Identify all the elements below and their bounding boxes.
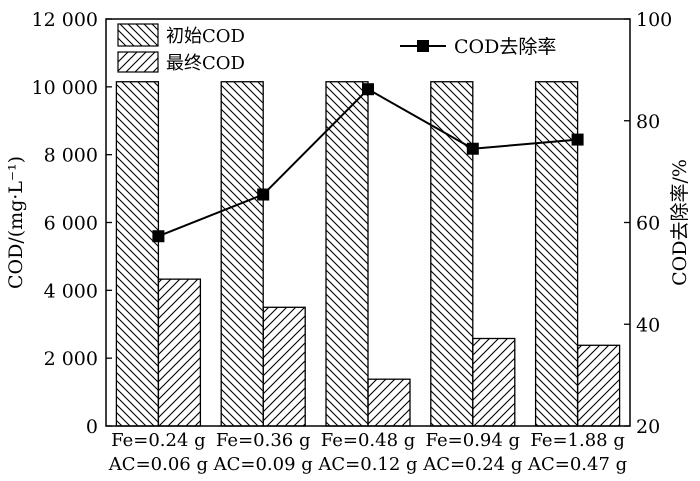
bar-final-cod-5	[576, 344, 621, 427]
x-tick-label: Fe=0.24 g	[111, 430, 206, 451]
y2-axis-title: COD去除率/%	[669, 159, 691, 286]
y-axis-title: COD/(mg·L⁻¹)	[5, 156, 27, 289]
y2-tick-label: 100	[636, 9, 672, 31]
legend-label-initial-cod: 初始COD	[166, 26, 245, 47]
legend-marker-removal-rate	[417, 40, 429, 52]
x-tick-label: Fe=1.88 g	[530, 430, 625, 451]
axes-layer: 0 2 000 4 000 6 000 8 000 10 000 12 000 20 40 60 8…	[5, 9, 691, 475]
y2-tick-label: 80	[636, 111, 660, 133]
removal-rate-point-1	[152, 230, 165, 243]
x-tick-label: Fe=0.94 g	[426, 430, 521, 451]
x-tick-label: AC=0.12 g	[317, 454, 417, 475]
x-tick-label: AC=0.09 g	[213, 454, 313, 475]
y2-tick-label: 40	[636, 314, 660, 336]
y-tick-label: 2 000	[44, 348, 98, 370]
y-tick-label: 10 000	[32, 77, 98, 99]
bar-initial-cod-2	[220, 81, 264, 427]
removal-rate-point-2	[257, 188, 270, 201]
bar-final-cod-4	[472, 337, 516, 427]
bars-layer	[115, 81, 621, 427]
x-tick-label: AC=0.24 g	[422, 454, 522, 475]
bar-final-cod-3	[367, 378, 411, 427]
x-tick-label: AC=0.47 g	[527, 454, 627, 475]
bar-initial-cod-1	[115, 81, 160, 427]
x-tick-label: AC=0.06 g	[108, 454, 208, 475]
removal-rate-point-3	[362, 83, 374, 96]
bar-initial-cod-5	[534, 81, 579, 427]
y-tick-label: 6 000	[44, 213, 98, 235]
legend-swatch-initial-cod	[117, 23, 159, 47]
legend-label-removal-rate: COD去除率	[454, 36, 556, 58]
removal-rate-point-4	[466, 142, 479, 155]
y2-tick-label: 60	[636, 213, 660, 235]
y-tick-label: 8 000	[44, 145, 98, 167]
legend-swatch-final-cod	[117, 51, 159, 73]
y-tick-label: 12 000	[32, 9, 98, 31]
x-tick-label: Fe=0.48 g	[321, 430, 416, 451]
legend: 初始COD 最终COD COD去除率	[117, 23, 556, 74]
removal-rate-point-5	[571, 133, 584, 146]
bar-final-cod-2	[262, 306, 306, 427]
bar-initial-cod-3	[325, 81, 369, 427]
y-tick-label: 4 000	[44, 280, 98, 302]
x-tick-label: Fe=0.36 g	[216, 430, 311, 451]
y-tick-label: 0	[86, 416, 98, 438]
y2-tick-label: 20	[636, 416, 660, 438]
bar-final-cod-1	[157, 278, 202, 427]
line-series-layer	[152, 83, 584, 243]
bar-initial-cod-4	[430, 81, 474, 427]
legend-label-final-cod: 最终COD	[166, 53, 245, 74]
